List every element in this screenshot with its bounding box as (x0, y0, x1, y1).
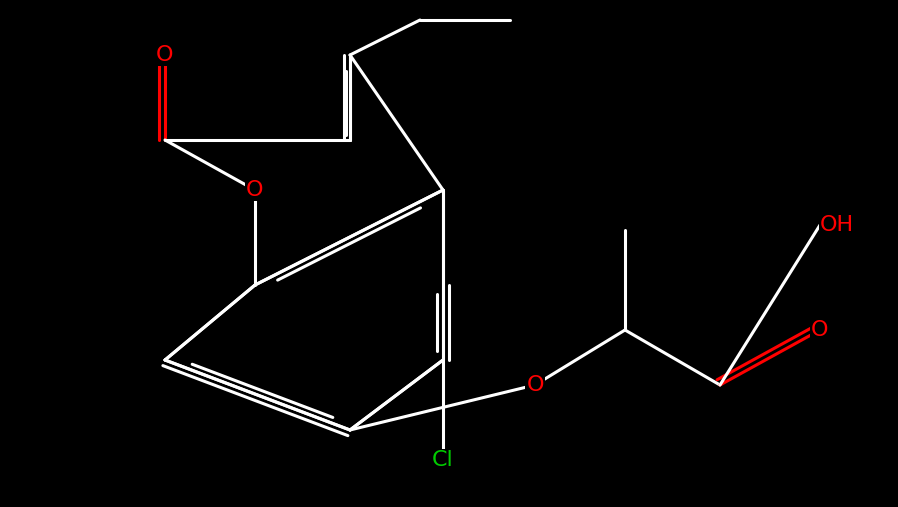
Text: Cl: Cl (432, 450, 453, 470)
Text: O: O (246, 180, 264, 200)
Text: O: O (156, 45, 173, 65)
Text: O: O (526, 375, 544, 395)
Text: OH: OH (820, 215, 854, 235)
Text: O: O (811, 320, 829, 340)
